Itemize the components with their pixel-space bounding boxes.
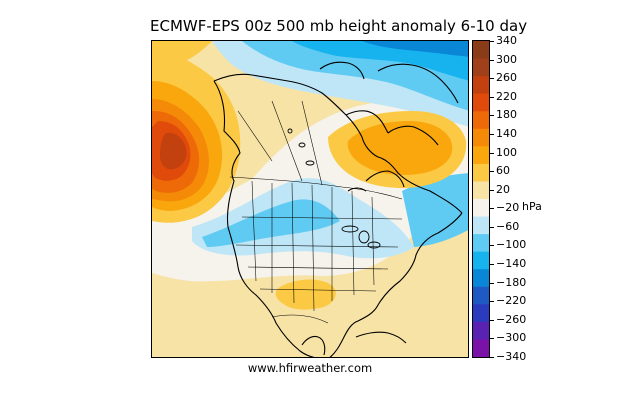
colorbar-swatch: [473, 234, 489, 253]
positive-anomaly-west-260: [160, 132, 187, 170]
colorbar-label: −340: [496, 350, 527, 363]
colorbar-label: −140: [496, 257, 527, 271]
colorbar-swatch: [473, 58, 489, 77]
colorbar-unit: hPa: [522, 200, 542, 213]
colorbar-label: −300: [496, 331, 527, 345]
colorbar-label: −20: [496, 201, 520, 215]
colorbar-tick: [490, 152, 494, 154]
negative-anomaly-north-140: [362, 41, 468, 57]
colorbar-swatch: [473, 269, 489, 288]
positive-anomaly-east-100: [347, 121, 453, 175]
colorbar-swatch: [473, 339, 489, 357]
credit-text: www.hfirweather.com: [247, 361, 373, 375]
colorbar-label: −60: [496, 219, 520, 233]
colorbar-gradient: [473, 41, 489, 357]
map-panel: [151, 40, 469, 358]
colorbar-tick: [490, 41, 494, 42]
colorbar-label: 340: [496, 34, 517, 47]
colorbar-swatch: [473, 199, 489, 218]
colorbar-label: 300: [496, 52, 517, 66]
colorbar-swatch: [473, 146, 489, 165]
colorbar-swatch: [473, 181, 489, 200]
colorbar: [472, 40, 490, 358]
anomaly-map: [152, 41, 468, 357]
colorbar-swatch: [473, 41, 489, 60]
colorbar-tick: [490, 96, 494, 98]
colorbar-tick: [490, 133, 494, 135]
colorbar-tick: [490, 226, 494, 228]
colorbar-swatch: [473, 128, 489, 147]
colorbar-label: 20: [496, 182, 510, 196]
colorbar-swatch: [473, 111, 489, 130]
colorbar-swatch: [473, 286, 489, 305]
political-boundaries: [229, 100, 403, 324]
colorbar-tick: [490, 59, 494, 61]
colorbar-tick: [490, 208, 494, 210]
colorbar-label: 60: [496, 164, 510, 178]
colorbar-tick: [490, 357, 494, 358]
colorbar-label: 140: [496, 126, 517, 140]
colorbar-swatch: [473, 163, 489, 182]
colorbar-tick: [490, 115, 494, 117]
colorbar-tick: [490, 171, 494, 173]
coastlines: [213, 61, 463, 357]
colorbar-swatch: [473, 251, 489, 270]
colorbar-label: −220: [496, 294, 527, 308]
colorbar-tick: [490, 189, 494, 191]
colorbar-label: 180: [496, 108, 517, 122]
positive-anomaly-south: [275, 279, 336, 310]
colorbar-swatch: [473, 93, 489, 112]
negative-anomaly-east: [402, 173, 468, 247]
colorbar-tick: [490, 319, 494, 321]
colorbar-label: 260: [496, 71, 517, 85]
colorbar-swatch: [473, 304, 489, 323]
colorbar-swatch: [473, 76, 489, 95]
colorbar-label: −100: [496, 238, 527, 252]
colorbar-label: 220: [496, 89, 517, 103]
colorbar-tick: [490, 264, 494, 266]
colorbar-tick: [490, 78, 494, 80]
colorbar-swatch: [473, 216, 489, 235]
map-title: ECMWF-EPS 00z 500 mb height anomaly 6-10…: [150, 17, 528, 35]
colorbar-tick: [490, 245, 494, 247]
colorbar-swatch: [473, 321, 489, 340]
colorbar-label: −260: [496, 312, 527, 326]
colorbar-tick: [490, 301, 494, 303]
colorbar-tick: [490, 338, 494, 340]
colorbar-label: 100: [496, 145, 517, 159]
negative-anomaly-central-60: [202, 199, 340, 247]
colorbar-tick: [490, 282, 494, 284]
positive-anomaly-nw-corner: [152, 41, 212, 66]
colorbar-label: −180: [496, 275, 527, 289]
lakes: [287, 128, 381, 249]
